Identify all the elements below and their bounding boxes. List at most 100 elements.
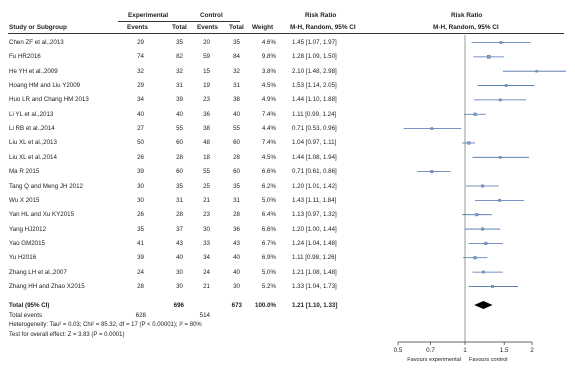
- row-events-exp: 35: [137, 225, 144, 233]
- row-events-exp: 50: [137, 139, 144, 147]
- row-events-exp: 41: [137, 239, 144, 247]
- row-events-ctrl: 19: [203, 82, 210, 90]
- x-tick-label: 1.5: [500, 347, 509, 354]
- row-total-ctrl: 40: [233, 254, 240, 262]
- row-study: Ma R 2015: [9, 168, 40, 176]
- row-weight: 9.8%: [261, 53, 276, 61]
- row-total-exp: 40: [176, 110, 183, 118]
- row-total-exp: 31: [176, 196, 183, 204]
- row-total-ctrl: 38: [233, 96, 240, 104]
- row-events-exp: 28: [137, 282, 144, 290]
- row-total-exp: 39: [176, 96, 183, 104]
- row-events-ctrl: 48: [203, 139, 210, 147]
- row-total-exp: 37: [176, 225, 183, 233]
- row-total-ctrl: 35: [233, 182, 240, 190]
- point-estimate-marker: [475, 213, 479, 217]
- row-events-ctrl: 30: [203, 225, 210, 233]
- row-weight: 5.0%: [261, 196, 276, 204]
- point-estimate-marker: [484, 241, 488, 245]
- row-ci: 1.45 [1.07, 1.97]: [292, 39, 337, 46]
- header-rule: [8, 33, 564, 34]
- point-estimate-marker: [498, 155, 502, 159]
- row-events-ctrl: 20: [203, 39, 210, 46]
- total-label: Total (95% CI): [9, 302, 50, 309]
- row-total-ctrl: 32: [233, 67, 240, 75]
- point-estimate-marker: [481, 184, 485, 188]
- point-estimate-marker: [491, 285, 494, 288]
- row-total-ctrl: 28: [233, 211, 240, 219]
- row-total-exp: 55: [176, 125, 183, 133]
- header-study: Study or Subgroup: [9, 24, 67, 31]
- header-events-exp: Events: [127, 24, 148, 31]
- row-study: Zhang HH and Zhao X2015: [9, 282, 85, 290]
- row-study: Yao GM2015: [9, 239, 46, 247]
- row-events-exp: 74: [137, 53, 144, 61]
- header-risk-ratio-plot: Risk Ratio: [451, 12, 483, 19]
- row-events-ctrl: 21: [203, 282, 210, 290]
- point-estimate-marker: [487, 55, 491, 59]
- total-weight: 100.0%: [255, 302, 276, 309]
- row-events-exp: 26: [137, 211, 144, 219]
- row-weight: 7.4%: [261, 139, 276, 147]
- row-study: Zhang LH et al.,2007: [9, 268, 67, 276]
- row-ci: 1.44 [1.08, 1.94]: [292, 153, 337, 161]
- row-study: Wu X 2015: [9, 196, 40, 204]
- row-weight: 5.0%: [261, 268, 276, 276]
- row-events-ctrl: 33: [203, 239, 210, 247]
- row-events-exp: 30: [137, 182, 144, 190]
- heterogeneity-note: Heterogeneity: Tau² = 0.03; Chi² = 85.32…: [9, 322, 202, 328]
- row-total-ctrl: 30: [233, 282, 240, 290]
- row-ci: 1.28 [1.09, 1.50]: [292, 53, 337, 61]
- row-events-exp: 24: [137, 268, 144, 276]
- row-weight: 4.5%: [261, 82, 276, 90]
- row-total-ctrl: 84: [233, 53, 240, 61]
- row-ci: 1.33 [1.04, 1.73]: [292, 282, 337, 290]
- point-estimate-marker: [504, 84, 508, 87]
- row-events-ctrl: 36: [203, 110, 210, 118]
- row-events-exp: 30: [137, 196, 144, 204]
- header-total-ctrl: Total: [229, 24, 244, 31]
- x-tick-label: 0.5: [394, 347, 403, 354]
- point-estimate-marker: [467, 141, 471, 145]
- row-study: Li RB et al.,2014: [9, 125, 55, 133]
- row-events-ctrl: 21: [203, 196, 210, 204]
- row-events-ctrl: 23: [203, 96, 210, 104]
- point-estimate-marker: [430, 127, 434, 130]
- row-events-exp: 39: [137, 168, 144, 176]
- row-study: Hoang HM and Liu Y2009: [9, 82, 81, 90]
- experimental-underline: [118, 21, 192, 22]
- row-events-ctrl: 55: [203, 168, 210, 176]
- header-experimental: Experimental: [128, 12, 169, 19]
- row-events-ctrl: 38: [203, 125, 210, 133]
- point-estimate-marker: [535, 69, 538, 73]
- x-tick-label: 2: [530, 347, 534, 354]
- point-estimate-marker: [481, 227, 485, 231]
- header-weight: Weight: [252, 24, 274, 31]
- row-total-exp: 35: [176, 182, 183, 190]
- point-estimate-marker: [473, 256, 477, 260]
- point-estimate-marker: [482, 270, 485, 274]
- row-total-exp: 30: [176, 268, 183, 276]
- row-ci: 1.21 [1.08, 1.48]: [292, 268, 337, 276]
- row-ci: 1.43 [1.11, 1.84]: [292, 196, 337, 204]
- row-total-ctrl: 31: [233, 196, 240, 204]
- header-ci-plot: M-H, Random, 95% CI: [433, 24, 499, 31]
- row-total-ctrl: 60: [233, 139, 240, 147]
- row-weight: 6.4%: [261, 211, 276, 219]
- row-study: Li YL et al.,2013: [9, 110, 54, 118]
- point-estimate-marker: [473, 112, 477, 116]
- row-study: Huo LR and Chang HM 2013: [9, 96, 89, 104]
- row-weight: 6.7%: [261, 239, 276, 247]
- row-weight: 4.4%: [261, 125, 276, 133]
- row-total-exp: 31: [176, 82, 183, 90]
- row-total-ctrl: 35: [233, 39, 240, 46]
- row-total-ctrl: 36: [233, 225, 240, 233]
- header-risk-ratio: Risk Ratio: [305, 12, 337, 19]
- total-events-label: Total events: [9, 312, 43, 319]
- row-study: Yu H2016: [9, 254, 37, 262]
- point-estimate-marker: [498, 198, 501, 202]
- favours-experimental-label: Favours experimental: [407, 357, 461, 363]
- row-ci: 1.11 [0.99, 1.24]: [292, 110, 337, 118]
- row-events-ctrl: 23: [203, 211, 210, 219]
